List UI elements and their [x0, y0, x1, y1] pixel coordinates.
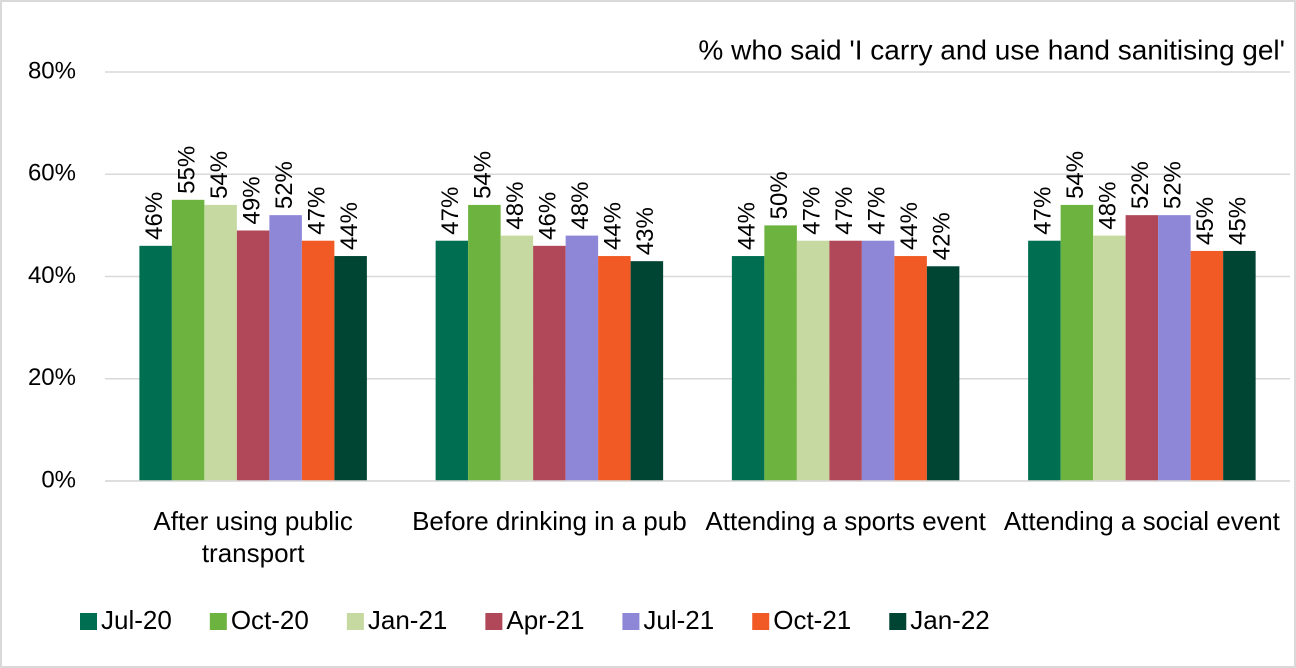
value-label: 47% — [303, 187, 330, 235]
x-tick-label: After using public transport — [153, 506, 353, 568]
bar — [1158, 215, 1191, 481]
bar — [334, 256, 367, 481]
value-label: 46% — [535, 192, 562, 240]
value-label: 45% — [1192, 197, 1219, 245]
legend-swatch — [80, 613, 97, 630]
x-tick-label: Attending a social event — [1003, 506, 1280, 536]
value-label: 47% — [831, 187, 858, 235]
bar — [204, 204, 237, 482]
bar — [236, 230, 270, 481]
legend-swatch — [485, 613, 503, 630]
bar — [1125, 215, 1159, 481]
value-label: 54% — [1062, 151, 1089, 199]
bar — [1060, 204, 1094, 482]
legend-label: Oct-21 — [773, 605, 851, 635]
value-label: 52% — [271, 161, 298, 209]
value-label: 47% — [437, 187, 464, 235]
value-label: 43% — [632, 207, 659, 255]
value-label: 48% — [502, 182, 529, 230]
value-label: 52% — [1127, 161, 1154, 209]
value-label: 55% — [173, 146, 200, 194]
legend-label: Jan-21 — [368, 605, 448, 635]
bar — [731, 256, 765, 481]
legend-swatch — [622, 613, 640, 630]
bar — [829, 240, 862, 481]
value-label: 46% — [141, 192, 168, 240]
value-label: 44% — [733, 202, 760, 250]
legend-swatch — [209, 613, 227, 630]
value-label: 45% — [1225, 197, 1252, 245]
y-tick-label: 20% — [28, 364, 76, 391]
value-label: 44% — [336, 202, 363, 250]
legend-swatch — [889, 613, 907, 630]
value-label: 48% — [1095, 182, 1122, 230]
legend-label: Apr-21 — [506, 605, 584, 635]
y-tick-label: 60% — [28, 160, 76, 187]
value-label: 48% — [567, 182, 594, 230]
value-label: 50% — [766, 171, 793, 219]
bar — [269, 215, 302, 481]
bar — [301, 240, 335, 481]
bar — [171, 199, 205, 481]
value-label: 42% — [928, 212, 955, 260]
bar — [500, 235, 534, 481]
x-tick-label: Attending a sports event — [705, 506, 986, 536]
bar — [1093, 235, 1126, 481]
value-label: 49% — [238, 176, 265, 224]
bar — [1190, 250, 1224, 481]
bar — [894, 256, 927, 481]
bar — [533, 245, 566, 481]
bar — [1028, 240, 1061, 481]
y-tick-label: 0% — [41, 466, 76, 493]
value-label: 44% — [600, 202, 627, 250]
legend-label: Jul-20 — [101, 605, 172, 635]
value-label: 54% — [206, 151, 233, 199]
bar — [630, 261, 664, 481]
value-label: 44% — [896, 202, 923, 250]
legend-label: Oct-20 — [231, 605, 309, 635]
y-tick-label: 40% — [28, 262, 76, 289]
chart-title: % who said 'I carry and use hand sanitis… — [698, 34, 1285, 65]
bar — [764, 225, 797, 481]
value-label: 54% — [470, 151, 497, 199]
x-tick-label: Before drinking in a pub — [412, 506, 687, 536]
bar — [861, 240, 895, 481]
value-label: 47% — [798, 187, 825, 235]
bar — [598, 256, 631, 481]
bar — [1223, 250, 1256, 481]
value-label: 52% — [1160, 161, 1187, 209]
bar — [926, 266, 960, 481]
bar — [796, 240, 830, 481]
y-tick-label: 80% — [28, 57, 76, 84]
bar — [468, 204, 501, 482]
bar — [565, 235, 599, 481]
bar — [435, 240, 469, 481]
legend-swatch — [346, 613, 364, 630]
bar — [139, 245, 172, 481]
legend-label: Jan-22 — [910, 605, 990, 635]
value-label: 47% — [1030, 187, 1057, 235]
legend-label: Jul-21 — [643, 605, 714, 635]
legend-swatch — [752, 613, 770, 630]
value-label: 47% — [863, 187, 890, 235]
